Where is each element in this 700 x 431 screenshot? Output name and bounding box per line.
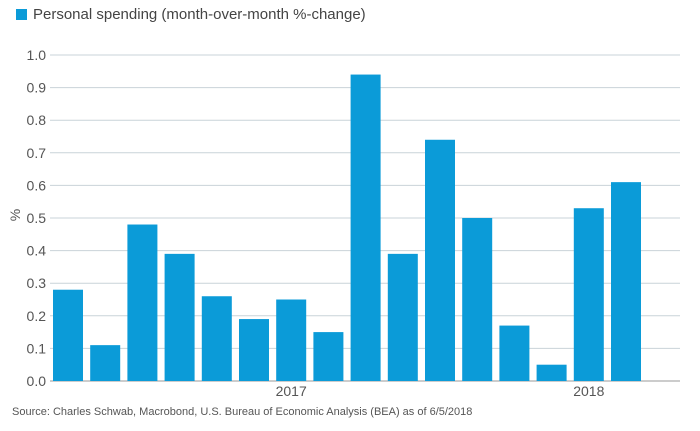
bar [276,299,307,381]
y-tick-label: 0.3 [27,275,47,291]
bars [53,74,641,381]
bar [164,253,195,381]
y-tick-label: 0.6 [27,177,47,193]
legend-swatch [16,9,27,20]
bar [127,224,158,381]
source-note: Source: Charles Schwab, Macrobond, U.S. … [12,406,473,418]
y-tick-label: 0.4 [27,243,47,259]
bar [573,208,604,381]
y-tick-label: 0.5 [27,210,47,226]
y-tick-label: 0.0 [27,373,47,389]
bar [239,319,269,381]
y-tick-label: 0.9 [27,80,47,96]
y-axis-label: % [7,209,23,221]
y-tick-label: 1.0 [27,47,47,63]
bar [350,74,381,381]
y-tick-label: 0.8 [27,112,47,128]
bar [387,253,418,381]
legend-label: Personal spending (month-over-month %-ch… [33,6,366,23]
bar [462,218,493,381]
y-tick-label: 0.2 [27,308,47,324]
y-axis-ticks: 0.0 0.1 0.2 0.3 0.4 0.5 0.6 0.7 0.8 0.9 1.0 [27,47,47,389]
y-tick-label: 0.7 [27,145,47,161]
bar [536,364,567,381]
bar [90,345,121,381]
bar [611,182,641,381]
bar [201,296,232,381]
x-tick-label: 2018 [573,383,604,399]
bar [53,289,83,381]
bar [499,325,530,381]
x-axis-labels: 2017 2018 [276,383,605,399]
y-tick-label: 0.1 [27,340,47,356]
bar [425,139,455,381]
legend: Personal spending (month-over-month %-ch… [16,6,366,23]
x-tick-label: 2017 [276,383,307,399]
bar [313,332,344,381]
